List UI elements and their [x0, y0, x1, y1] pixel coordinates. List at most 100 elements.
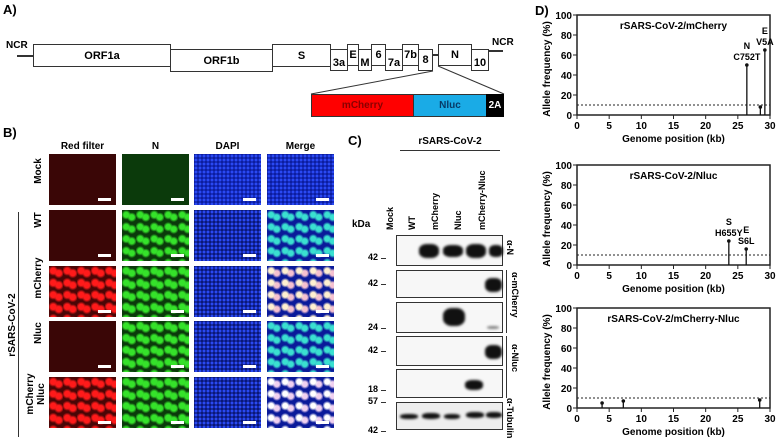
- ab-n: α-N: [505, 240, 515, 256]
- x-axis-label: Genome position (kb): [622, 284, 725, 295]
- variant-gene-label: E: [743, 225, 749, 235]
- x-axis-label: Genome position (kb): [622, 427, 725, 438]
- panel-d-label: D): [535, 3, 549, 18]
- x-tick-label: 20: [700, 271, 712, 282]
- img-mock-merge: [267, 154, 334, 205]
- ab-mcherry: α-mCherry: [510, 272, 520, 318]
- x-tick-label: 0: [574, 271, 580, 282]
- x-tick-label: 5: [606, 414, 612, 425]
- y-axis-label: Allele frequency (%): [542, 171, 553, 267]
- x-axis-label: Genome position (kb): [622, 134, 725, 145]
- img-mcherry-n: [122, 266, 189, 317]
- img-wt-dapi: [194, 210, 261, 261]
- gene-orf1b: ORF1b: [170, 49, 273, 72]
- y-tick-label: 100: [555, 11, 572, 22]
- x-tick-label: 25: [732, 414, 744, 425]
- lane-mcherry: mCherry: [430, 192, 440, 230]
- cassette-mcherry: mCherry: [311, 94, 414, 117]
- blot-nluc-42: [396, 336, 503, 366]
- cassette-connector-lines: [310, 65, 505, 95]
- variant-mutation-label: H655Y: [715, 228, 743, 238]
- x-tick-label: 15: [668, 121, 680, 132]
- variant-point: [763, 48, 767, 52]
- ab-nluc: α-Nluc: [510, 344, 520, 373]
- variant-gene-label: S: [726, 217, 732, 227]
- variant-point: [744, 247, 748, 251]
- kda-label: kDa: [352, 219, 371, 230]
- x-tick-label: 30: [764, 271, 776, 282]
- img-mcherry-merge: [267, 266, 334, 317]
- y-tick-label: 60: [561, 51, 573, 62]
- img-nluc-red: [49, 321, 116, 372]
- img-mcherry-nluc-n: [122, 377, 189, 428]
- gene-10: 10: [471, 49, 489, 71]
- img-mcherry-nluc-dapi: [194, 377, 261, 428]
- x-tick-label: 15: [668, 271, 680, 282]
- img-nluc-n: [122, 321, 189, 372]
- blot-mcherry-42: [396, 270, 503, 298]
- gene-7a: 7a: [385, 49, 403, 71]
- y-tick-label: 0: [566, 404, 572, 415]
- panel-a-label: A): [3, 2, 17, 17]
- ab-tubulin: α-Tubulin: [505, 398, 515, 439]
- x-tick-label: 30: [764, 414, 776, 425]
- img-wt-n: [122, 210, 189, 261]
- x-tick-label: 10: [636, 271, 648, 282]
- y-tick-label: 20: [561, 91, 573, 102]
- blot-tubulin: [396, 402, 503, 430]
- img-mcherry-nluc-merge: [267, 377, 334, 428]
- variant-point: [727, 239, 731, 243]
- y-tick-label: 80: [561, 31, 573, 42]
- x-tick-label: 20: [700, 414, 712, 425]
- x-tick-label: 5: [606, 271, 612, 282]
- blot-mcherry-24: [396, 302, 503, 333]
- y-tick-label: 60: [561, 201, 573, 212]
- mw-42-nluc: 42: [367, 345, 378, 355]
- gene-3a: 3a: [330, 49, 348, 71]
- row-nluc: Nluc: [33, 322, 44, 344]
- x-tick-label: 10: [636, 121, 648, 132]
- img-nluc-dapi: [194, 321, 261, 372]
- img-mock-red: [49, 154, 116, 205]
- mw-42-mcherry: 42: [367, 278, 378, 288]
- y-tick-label: 80: [561, 181, 573, 192]
- variant-point: [757, 398, 762, 402]
- blot-nluc-18: [396, 369, 503, 398]
- y-axis-label: Allele frequency (%): [542, 21, 553, 117]
- row-wt: WT: [33, 212, 44, 228]
- x-tick-label: 10: [636, 414, 648, 425]
- variant-mutation-label: S6L: [738, 236, 755, 246]
- mw-42-tubulin: 42: [367, 425, 378, 435]
- x-tick-label: 0: [574, 121, 580, 132]
- x-tick-label: 30: [764, 121, 776, 132]
- blot-n: [396, 235, 503, 266]
- variant-point: [745, 63, 749, 67]
- img-wt-red: [49, 210, 116, 261]
- lane-mcherry-nluc: mCherry-Nluc: [477, 170, 487, 230]
- variant-mutation-label: V5A: [756, 37, 774, 47]
- ncr-right-label: NCR: [492, 37, 514, 48]
- lane-nluc: Nluc: [453, 210, 463, 230]
- group-label-rsars: rSARS-CoV-2: [7, 293, 18, 357]
- x-tick-label: 25: [732, 121, 744, 132]
- img-wt-merge: [267, 210, 334, 261]
- mw-42-n: 42: [367, 252, 378, 262]
- y-tick-label: 60: [561, 344, 573, 355]
- y-tick-label: 40: [561, 364, 573, 375]
- variant-gene-label: E: [762, 26, 768, 36]
- mw-18: 18: [367, 384, 378, 394]
- variant-mutation-label: C752T: [733, 52, 761, 62]
- chart-title: rSARS-CoV-2/Nluc: [630, 171, 718, 182]
- panel-c-label: C): [348, 133, 362, 148]
- variant-point: [600, 401, 604, 405]
- row-mcherry-nluc: mCherry Nluc: [25, 373, 47, 415]
- row-mcherry: mCherry: [33, 257, 44, 299]
- y-tick-label: 0: [566, 111, 572, 122]
- col-red-filter: Red filter: [60, 141, 105, 152]
- col-merge: Merge: [285, 141, 316, 152]
- chart-title: rSARS-CoV-2/mCherry: [620, 21, 728, 32]
- col-dapi: DAPI: [215, 141, 240, 152]
- img-mock-dapi: [194, 154, 261, 205]
- y-tick-label: 40: [561, 71, 573, 82]
